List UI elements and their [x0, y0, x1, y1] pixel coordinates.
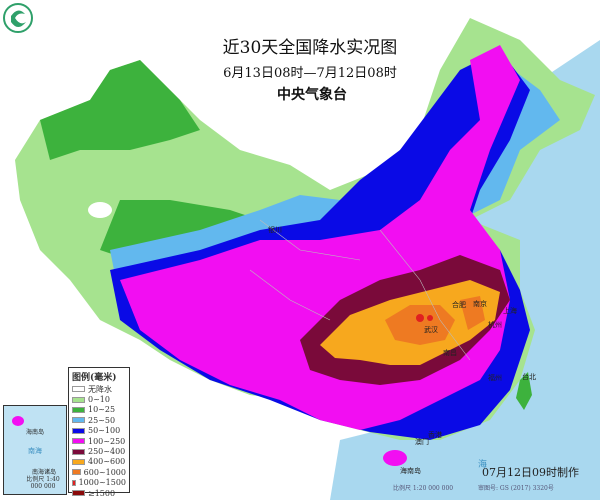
legend: 图例(毫米) 无降水 0~10 10~25 25~50 50~100 100~250 250… — [68, 367, 130, 498]
legend-label: 250~400 — [88, 447, 126, 457]
city-label: 银川 — [268, 226, 282, 234]
legend-label: 无降水 — [88, 384, 112, 394]
border-line — [249, 219, 471, 361]
legend-label: 0~10 — [88, 395, 110, 405]
region-10-25 — [40, 60, 260, 260]
inset-scale: 比例尺 1:40 000 000 — [26, 476, 60, 490]
region-no-rain — [88, 202, 112, 218]
city-label: 杭州 — [488, 321, 502, 329]
inset-hainan — [12, 416, 24, 426]
legend-label: 400~600 — [88, 457, 126, 467]
legend-swatch — [72, 396, 85, 403]
city-label: 台北 — [522, 373, 536, 381]
legend-item: 25~50 — [72, 415, 126, 425]
inset-sea-label: 南海 — [28, 447, 42, 455]
legend-title: 图例(毫米) — [72, 373, 117, 383]
hainan — [383, 450, 407, 466]
legend-swatch — [72, 490, 85, 497]
city-label: 海南岛 — [400, 467, 421, 475]
city-label: 合肥 — [452, 301, 466, 309]
legend-item: 无降水 — [72, 384, 126, 394]
legend-item: 10~25 — [72, 405, 126, 415]
legend-item: ≥1500 — [72, 488, 126, 498]
legend-item: 400~600 — [72, 457, 126, 467]
legend-label: 50~100 — [88, 426, 121, 436]
city-label: 南昌 — [443, 349, 457, 357]
inset-island-label: 海南岛 — [26, 429, 45, 436]
legend-swatch — [72, 458, 85, 465]
sea-label: 海 — [478, 460, 488, 470]
legend-item: 0~10 — [72, 394, 126, 404]
map-agency: 中央气象台 — [277, 87, 347, 103]
region-600-1000 — [385, 296, 485, 345]
legend-swatch — [72, 417, 85, 424]
legend-label: 100~250 — [88, 436, 126, 446]
legend-item: 100~250 — [72, 436, 126, 446]
region-1000-1500 — [416, 314, 424, 322]
legend-item: 1000~1500 — [72, 478, 126, 488]
inset-islands-label: 南海诸岛 — [32, 469, 57, 476]
legend-swatch — [72, 448, 85, 455]
city-label: 福州 — [488, 374, 502, 382]
legend-swatch — [72, 469, 81, 476]
legend-label: 600~1000 — [83, 467, 126, 477]
legend-item: 50~100 — [72, 426, 126, 436]
legend-label: 25~50 — [88, 415, 116, 425]
city-label: 南京 — [473, 300, 487, 308]
taiwan — [516, 372, 532, 410]
city-label: 香港 — [428, 431, 442, 439]
map-approval-number: 审图号: GS (2017) 3320号 — [478, 485, 554, 492]
legend-item: 250~400 — [72, 446, 126, 456]
legend-label: ≥1500 — [88, 488, 116, 498]
city-label: 上海 — [503, 307, 517, 315]
city-label: 武汉 — [424, 326, 438, 334]
south-china-sea-inset: 海南岛 南海 南海诸岛 比例尺 1:40 000 000 — [3, 405, 67, 495]
legend-item: 600~1000 — [72, 467, 126, 477]
legend-swatch — [72, 479, 76, 486]
legend-swatch — [72, 438, 85, 445]
legend-swatch — [72, 427, 85, 434]
map-scale: 比例尺 1:20 000 000 — [393, 485, 454, 492]
legend-swatch — [72, 386, 85, 393]
region-1000-1500 — [427, 315, 433, 321]
map-title: 近30天全国降水实况图 — [222, 38, 398, 58]
map-period: 6月13日08时—7月12日08时 — [223, 66, 397, 81]
made-time: 07月12日09时制作 — [482, 466, 579, 479]
city-label: 澳门 — [415, 438, 429, 446]
legend-label: 10~25 — [88, 405, 116, 415]
legend-swatch — [72, 406, 85, 413]
cma-logo-icon — [3, 3, 33, 33]
legend-label: 1000~1500 — [78, 478, 126, 488]
